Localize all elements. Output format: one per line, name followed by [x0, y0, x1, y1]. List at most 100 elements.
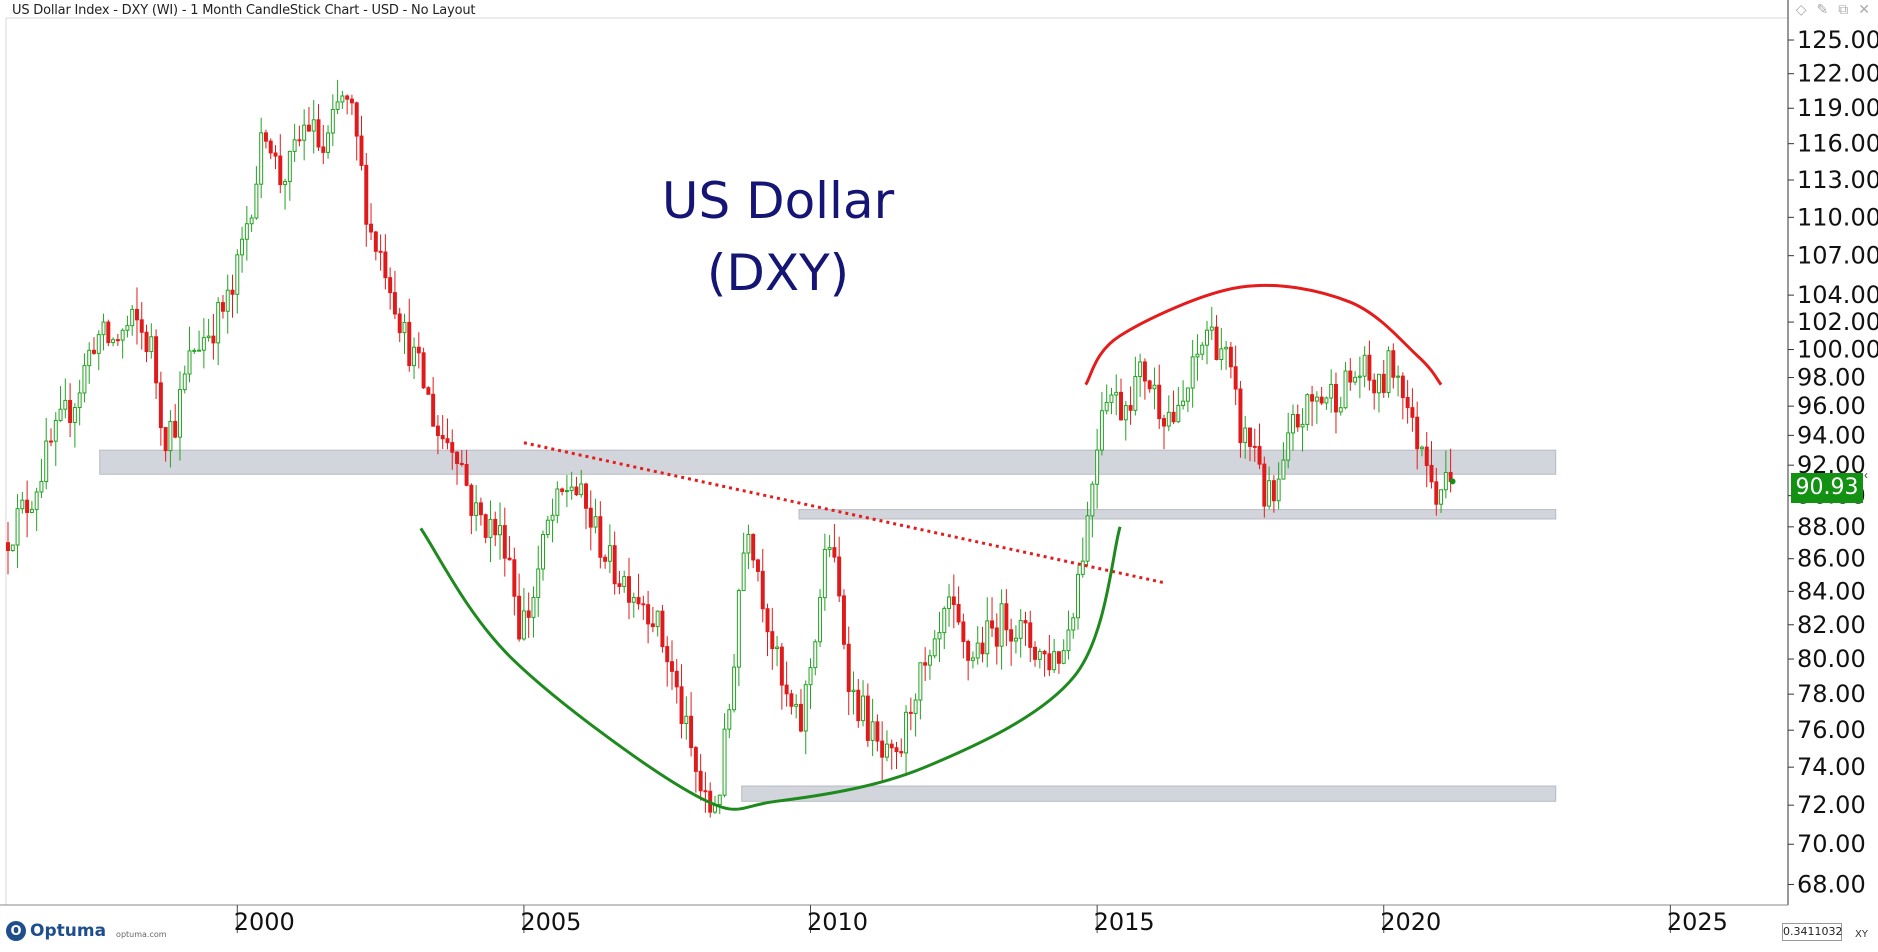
restore-window-icon[interactable]: ⧉ — [1838, 2, 1849, 18]
candle-body-158 — [760, 570, 765, 610]
resistance-trendline-0 — [523, 441, 1167, 585]
candle-body-257 — [1233, 366, 1238, 390]
candle-body-45 — [220, 302, 225, 312]
candle-body-283 — [1357, 375, 1362, 378]
candle-body-59 — [287, 150, 292, 182]
candle-body-226 — [1085, 515, 1090, 562]
close-window-icon[interactable]: ✕ — [1858, 2, 1870, 18]
candle-body-187 — [899, 751, 904, 754]
candle-body-265 — [1271, 480, 1276, 502]
candle-body-235 — [1128, 405, 1133, 411]
candle-body-274 — [1314, 396, 1319, 402]
candle-body-293 — [1405, 397, 1410, 409]
candle-body-10 — [53, 419, 58, 442]
candle-body-62 — [302, 124, 307, 141]
candle-body-33 — [163, 427, 168, 452]
candle-body-228 — [1095, 449, 1100, 485]
candle-body-277 — [1329, 383, 1334, 399]
candle-body-44 — [216, 302, 221, 344]
candle-body-93 — [450, 442, 455, 453]
pencil-icon[interactable]: ✎ — [1816, 2, 1829, 18]
candle-body-119 — [574, 486, 579, 496]
x-tick-label-5: 2025 — [1667, 908, 1728, 936]
candle-body-89 — [431, 393, 436, 427]
candle-body-281 — [1348, 370, 1353, 383]
support-band-1 — [798, 509, 1557, 520]
candle-body-249 — [1195, 353, 1200, 358]
candle-body-121 — [584, 483, 588, 509]
candle-body-46 — [225, 289, 230, 312]
zoom-value-field[interactable]: 0.3411032 — [1782, 923, 1843, 941]
candle-body-204 — [980, 642, 985, 655]
candle-body-287 — [1376, 373, 1381, 394]
candle-body-269 — [1291, 414, 1295, 434]
candle-body-261 — [1252, 445, 1257, 448]
y-tick-label-19: 107.00 — [1797, 242, 1878, 270]
candle-body-266 — [1276, 478, 1281, 502]
candle-body-8 — [44, 440, 49, 483]
candle-body-195 — [937, 632, 942, 640]
xy-toggle[interactable]: XY — [1855, 929, 1868, 940]
candle-body-162 — [779, 646, 784, 686]
candle-body-3 — [20, 499, 25, 510]
candle-body-210 — [1009, 629, 1014, 642]
pin-icon[interactable]: ◇ — [1795, 2, 1807, 18]
candle-body-91 — [440, 435, 445, 440]
candle-body-191 — [918, 662, 923, 701]
candle-body-217 — [1042, 650, 1047, 655]
candle-body-1 — [10, 544, 15, 551]
candle-body-139 — [670, 661, 674, 672]
candle-body-247 — [1185, 387, 1190, 402]
candle-body-227 — [1090, 483, 1095, 517]
candle-body-135 — [650, 623, 655, 628]
candle-body-50 — [244, 223, 249, 240]
candle-body-263 — [1262, 463, 1267, 507]
candle-body-128 — [617, 583, 622, 587]
collapse-arrow-icon[interactable]: ‹ — [1864, 468, 1868, 482]
candle-body-234 — [1123, 405, 1128, 421]
candle-body-205 — [985, 620, 990, 655]
candle-body-202 — [970, 657, 975, 661]
candle-body-241 — [1157, 384, 1162, 420]
candle-body-13 — [68, 399, 73, 424]
candle-body-167 — [803, 684, 808, 732]
candle-body-79 — [383, 251, 388, 279]
candle-body-155 — [746, 533, 751, 554]
candle-body-284 — [1362, 354, 1367, 377]
candle-body-129 — [622, 576, 627, 587]
candle-body-58 — [283, 180, 288, 186]
candle-body-31 — [154, 336, 159, 384]
candle-body-42 — [206, 335, 211, 339]
y-tick-label-4: 76.00 — [1797, 716, 1866, 744]
candle-body-18 — [92, 349, 96, 354]
candle-body-256 — [1228, 346, 1233, 368]
candle-body-299 — [1434, 481, 1439, 505]
candle-body-166 — [798, 703, 803, 732]
candle-body-170 — [818, 597, 823, 643]
candle-body-236 — [1133, 376, 1138, 411]
candle-body-57 — [278, 155, 283, 186]
candle-body-200 — [961, 621, 966, 642]
candle-body-253 — [1214, 326, 1219, 361]
candle-body-294 — [1410, 407, 1415, 418]
candle-body-84 — [407, 321, 412, 367]
y-tick-label-5: 78.00 — [1797, 680, 1866, 708]
candle-body-193 — [927, 655, 932, 666]
candle-body-105 — [507, 557, 512, 561]
candle-body-127 — [612, 545, 617, 585]
x-tick-label-2: 2010 — [807, 908, 868, 936]
candle-body-65 — [316, 119, 321, 148]
chart-header-title: US Dollar Index - DXY (WI) - 1 Month Can… — [12, 3, 476, 18]
candle-body-201 — [966, 640, 971, 661]
candle-body-142 — [684, 715, 689, 724]
candle-body-229 — [1099, 410, 1104, 451]
candle-body-181 — [870, 721, 875, 741]
candle-body-214 — [1028, 622, 1033, 648]
candle-body-252 — [1209, 326, 1214, 331]
candle-body-237 — [1138, 361, 1143, 378]
candle-body-240 — [1152, 384, 1157, 390]
y-tick-label-24: 122.00 — [1797, 60, 1878, 88]
candle-body-75 — [364, 164, 369, 225]
candle-body-141 — [679, 686, 684, 724]
